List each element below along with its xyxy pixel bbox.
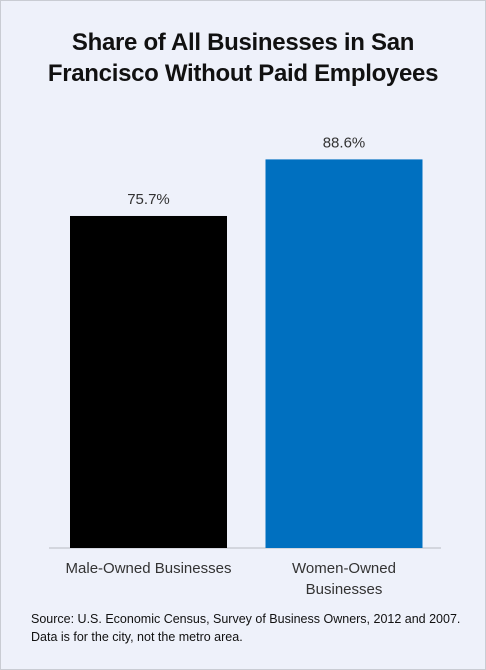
value-label: 75.7% — [127, 191, 170, 208]
chart-title: Share of All Businesses in San Francisco… — [47, 29, 439, 87]
x-tick-label: Women-Owned Businesses — [292, 560, 396, 598]
value-label: 88.6% — [323, 134, 366, 151]
source-note: Source: U.S. Economic Census, Survey of … — [31, 612, 461, 644]
x-tick-label: Male-Owned Businesses — [65, 560, 232, 577]
bar — [265, 159, 423, 549]
bar — [70, 215, 227, 548]
